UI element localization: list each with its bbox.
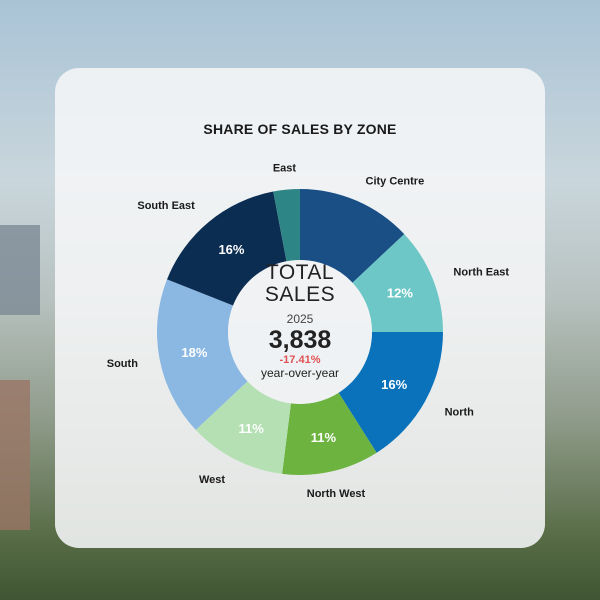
slice-north — [338, 332, 443, 453]
slice-category-label: West — [199, 474, 225, 486]
slice-category-label: East — [273, 163, 297, 175]
slice-category-label: North — [445, 406, 475, 418]
slice-east — [273, 189, 300, 262]
center-line1: TOTAL — [265, 261, 335, 284]
slice-value-label: 16% — [218, 242, 244, 257]
slice-value-label: 18% — [181, 345, 207, 360]
slice-north-west — [282, 392, 377, 475]
slice-category-label: City Centre — [366, 176, 425, 188]
slice-north-east — [352, 234, 443, 332]
slice-category-label: North West — [307, 488, 366, 500]
slice-category-label: South — [107, 358, 138, 370]
donut-hole — [228, 260, 372, 404]
slice-west — [195, 381, 291, 474]
center-change-label: year-over-year — [260, 366, 340, 380]
center-change: -17.41% — [279, 354, 321, 366]
slice-category-label: North East — [453, 266, 509, 278]
slice-south — [157, 279, 248, 430]
slice-city-centre — [300, 189, 405, 283]
slice-value-label: 11% — [239, 421, 265, 436]
chart-title: SHARE OF SALES BY ZONE — [203, 121, 397, 137]
center-summary: TOTAL SALES 2025 3,838 -17.41% year-over… — [230, 261, 370, 381]
background-building — [0, 380, 30, 530]
slice-category-label: South East — [137, 200, 195, 212]
center-total: 3,838 — [268, 326, 332, 354]
slice-value-label: 12% — [387, 285, 413, 300]
slice-value-label: 16% — [381, 377, 407, 392]
background-building — [0, 225, 40, 315]
slice-value-label: 11% — [311, 430, 337, 445]
slice-south-east — [167, 191, 287, 306]
center-year: 2025 — [286, 312, 314, 326]
center-line2: SALES — [264, 283, 336, 306]
